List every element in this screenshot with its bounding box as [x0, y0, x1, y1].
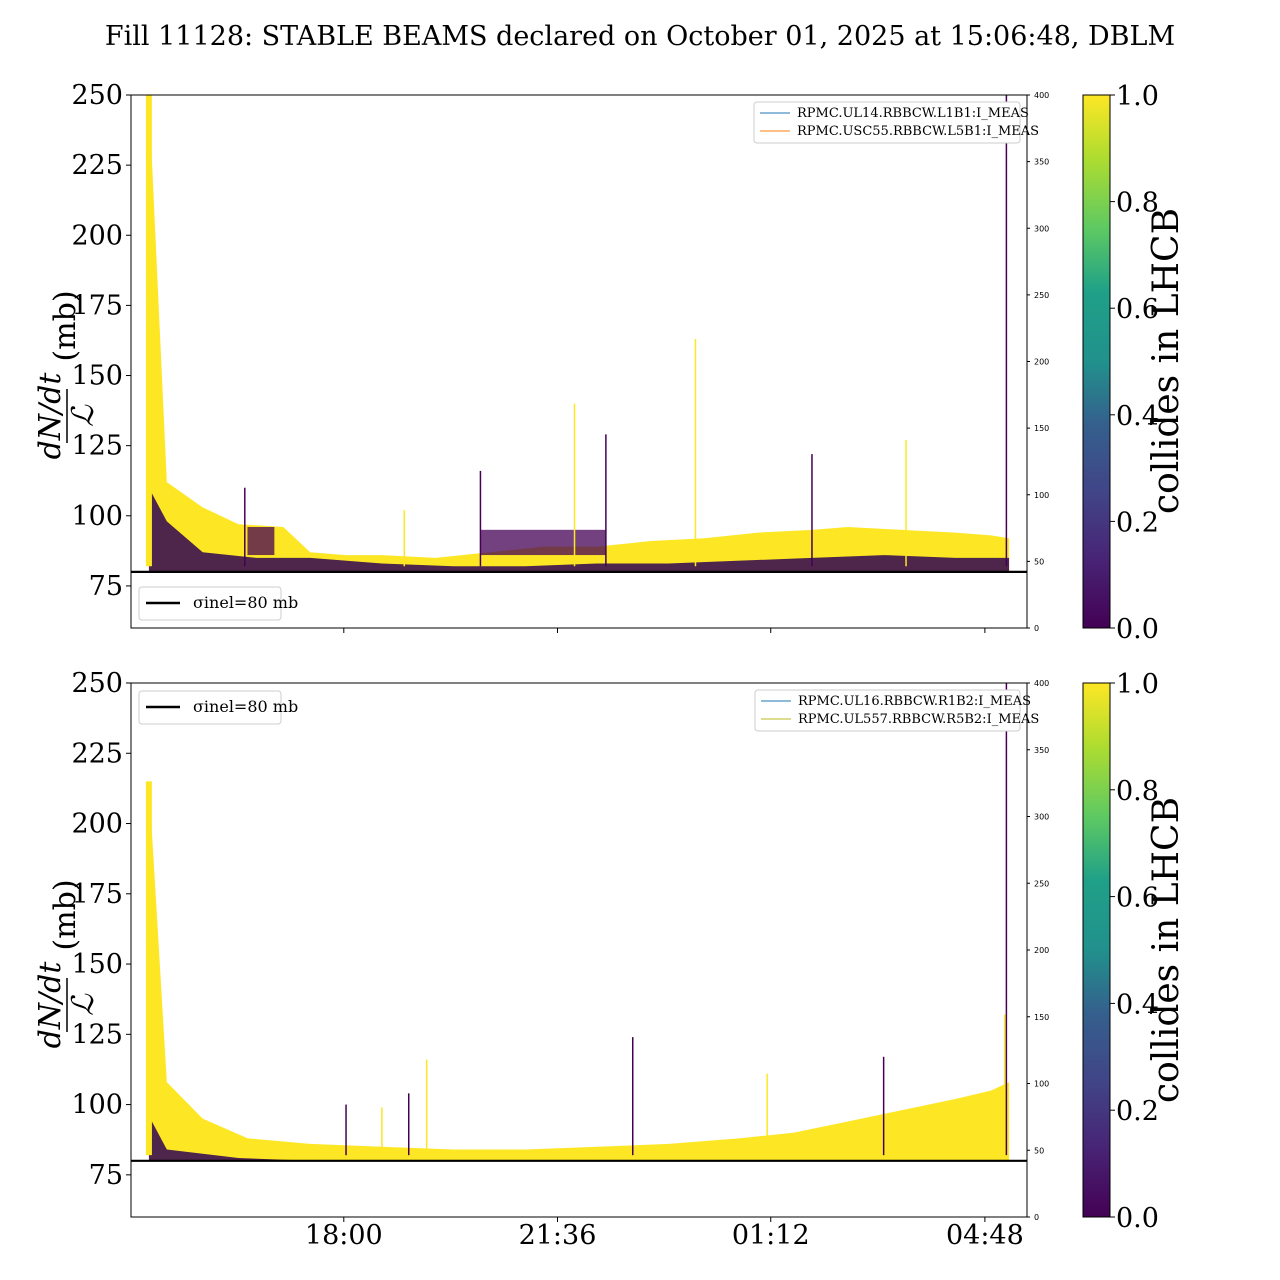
bottom-y-axis-label: dN/dt ℒ (mb) [33, 879, 101, 1048]
top-cbtick-label-1: 0.2 [1116, 507, 1159, 538]
bot-y2tick-label-0: 0 [1034, 1213, 1039, 1222]
top-line-legend: RPMC.UL14.RBBCW.L1B1:I_MEAS RPMC.USC55.R… [753, 101, 1039, 144]
top-colorbar-label: collides in LHCB [1146, 208, 1187, 514]
bottom-plot-area [131, 683, 1027, 1162]
bottom-line-legend: RPMC.UL16.RBBCW.R1B2:I_MEAS RPMC.UL557.R… [754, 689, 1039, 732]
bot-y2tick-label-3: 150 [1034, 1013, 1049, 1022]
bot-xtick-label-0: 18:00 [305, 1220, 383, 1251]
bot-y2tick-label-1: 50 [1034, 1146, 1044, 1155]
top-legend-label-1: RPMC.UL14.RBBCW.L1B1:I_MEAS [797, 106, 1029, 121]
bot-cbtick-label-1: 0.2 [1116, 1096, 1159, 1127]
bottom-legend-label-2: RPMC.UL557.RBBCW.R5B2:I_MEAS [798, 712, 1039, 727]
bot-y2tick-label-6: 300 [1034, 813, 1049, 822]
top-y2tick-label-2: 100 [1034, 491, 1049, 500]
top-colorbar: 0.0 0.2 0.4 0.6 0.8 1.0 collides in LHCB [1082, 81, 1187, 645]
bottom-colorbar-ticks: 0.0 0.2 0.4 0.6 0.8 1.0 [1110, 669, 1159, 1234]
top-y2tick-label-4: 200 [1034, 358, 1049, 367]
bot-ytick-label-5: 200 [71, 809, 123, 840]
bot-y2tick-label-8: 400 [1034, 679, 1049, 688]
top-secondary-y-axis: 0 50 100 150 200 250 300 350 400 [1027, 91, 1049, 633]
figure-title: Fill 11128: STABLE BEAMS declared on Oct… [105, 21, 1175, 52]
top-ylabel-numerator: dN/dt [33, 372, 68, 460]
top-ytick-label-5: 200 [71, 220, 123, 251]
top-plot-area [131, 95, 1027, 573]
top-y2tick-label-5: 250 [1034, 291, 1049, 300]
top-purple-band [148, 487, 1010, 572]
bot-cbtick-label-5: 1.0 [1116, 669, 1159, 700]
bot-y2tick-label-4: 200 [1034, 946, 1049, 955]
top-y2tick-label-3: 150 [1034, 424, 1049, 433]
bottom-secondary-y-axis: 0 50 100 150 200 250 300 350 400 [1027, 679, 1049, 1222]
bottom-ylabel-denominator: ℒ [66, 993, 101, 1016]
top-legend-label-2: RPMC.USC55.RBBCW.L5B1:I_MEAS [797, 124, 1039, 139]
top-colorbar-gradient [1082, 94, 1111, 629]
bot-xtick-label-1: 21:36 [519, 1220, 597, 1251]
bottom-colorbar-gradient [1082, 682, 1111, 1218]
top-y2tick-label-1: 50 [1034, 557, 1044, 566]
bot-y2tick-label-2: 100 [1034, 1080, 1049, 1089]
top-purple-patch-1 [480, 529, 606, 556]
bottom-ylabel-unit: (mb) [48, 879, 83, 950]
bot-cbtick-label-0: 0.0 [1116, 1203, 1159, 1234]
bot-y2tick-label-7: 350 [1034, 746, 1049, 755]
bottom-colorbar: 0.0 0.2 0.4 0.6 0.8 1.0 collides in LHCB [1082, 669, 1187, 1234]
bottom-x-axis: 18:00 21:36 01:12 04:48 [305, 1217, 1024, 1251]
top-yellow-band [148, 95, 1010, 572]
top-threshold-legend: σinel=80 mb [138, 586, 298, 621]
top-panel: 75 100 125 150 175 200 225 250 0 50 100 150 200 250 3… [33, 80, 1187, 645]
bot-ytick-label-7: 250 [71, 668, 123, 699]
top-y2tick-label-8: 400 [1034, 91, 1049, 100]
bot-ytick-label-2: 125 [71, 1019, 123, 1050]
top-y-axis: 75 100 125 150 175 200 225 250 [71, 80, 131, 602]
top-ytick-label-3: 150 [71, 361, 123, 392]
bot-cbtick-label-4: 0.8 [1116, 776, 1159, 807]
top-ytick-label-2: 125 [71, 431, 123, 462]
bot-cbtick-label-3: 0.6 [1116, 883, 1159, 914]
top-cbtick-label-0: 0.0 [1116, 614, 1159, 645]
bottom-threshold-legend-label: σinel=80 mb [193, 697, 298, 716]
bottom-y-axis: 75 100 125 150 175 200 225 250 [71, 668, 131, 1191]
bot-ytick-label-3: 150 [71, 949, 123, 980]
bot-purple-band [148, 1115, 311, 1161]
top-ytick-label-0: 75 [89, 571, 123, 602]
bottom-panel: 75 100 125 150 175 200 225 250 0 50 100 150 200 250 3… [33, 668, 1187, 1251]
top-ytick-label-1: 100 [71, 501, 123, 532]
top-colorbar-ticks: 0.0 0.2 0.4 0.6 0.8 1.0 [1110, 81, 1159, 645]
top-y2tick-label-6: 300 [1034, 224, 1049, 233]
top-cbtick-label-3: 0.6 [1116, 294, 1159, 325]
bot-xtick-label-3: 04:48 [946, 1220, 1024, 1251]
top-ytick-label-4: 175 [71, 290, 123, 321]
top-y2tick-label-0: 0 [1034, 624, 1039, 633]
top-ytick-label-6: 225 [71, 150, 123, 181]
top-cbtick-label-4: 0.8 [1116, 188, 1159, 219]
bot-xtick-label-2: 01:12 [732, 1220, 810, 1251]
bottom-legend-label-1: RPMC.UL16.RBBCW.R1B2:I_MEAS [798, 694, 1031, 709]
bot-cbtick-label-2: 0.4 [1116, 989, 1159, 1020]
top-ylabel-unit: (mb) [48, 290, 83, 361]
top-threshold-legend-label: σinel=80 mb [193, 593, 298, 612]
bot-y2tick-label-5: 250 [1034, 879, 1049, 888]
bot-ytick-label-6: 225 [71, 738, 123, 769]
bot-ytick-label-4: 175 [71, 879, 123, 910]
top-cbtick-label-5: 1.0 [1116, 81, 1159, 112]
top-ytick-label-7: 250 [71, 80, 123, 111]
bottom-ylabel-numerator: dN/dt [33, 961, 68, 1049]
top-cbtick-label-2: 0.4 [1116, 401, 1159, 432]
top-y-axis-label: dN/dt ℒ (mb) [33, 290, 101, 459]
top-purple-patch-0 [247, 527, 275, 556]
bottom-colorbar-label: collides in LHCB [1146, 797, 1187, 1103]
top-x-axis [343, 628, 986, 633]
bot-yellow-band [148, 781, 1010, 1161]
top-ylabel-denominator: ℒ [66, 404, 101, 427]
top-y2tick-label-7: 350 [1034, 158, 1049, 167]
bot-ytick-label-0: 75 [89, 1160, 123, 1191]
bottom-threshold-legend: σinel=80 mb [138, 690, 298, 725]
bot-ytick-label-1: 100 [71, 1090, 123, 1121]
